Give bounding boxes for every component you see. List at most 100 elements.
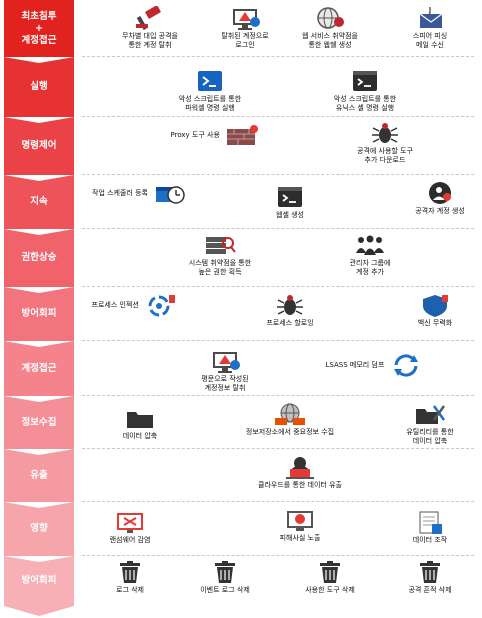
item-damage-exposure: 피해사실 노출 <box>240 508 360 543</box>
phase-chevron <box>4 117 74 175</box>
document-edit-icon <box>412 510 448 534</box>
item-admin-group: 관리자 그룹에 계정 추가 <box>310 233 430 276</box>
stage-row: 권한상승 시스템 취약점을 통한 높은 권한 획득 관리자 그룹에 계정 추가 <box>0 229 482 287</box>
item-label: 공격에 사용할 도구 추가 다운로드 <box>357 147 413 164</box>
item-label: 프로세스 인젝션 <box>91 300 139 309</box>
trash-icon <box>112 560 148 584</box>
phase-label: 최초침투 + 계정접근 <box>21 10 57 46</box>
hacker-laptop-icon <box>282 455 318 479</box>
item-process-hollowing: 프로세스 할로잉 <box>230 293 350 328</box>
item-cloud-exfil: 클라우드를 통한 데이터 유출 <box>240 455 360 490</box>
stage-row: 최초침투 + 계정접근 무차별 대입 공격을 통한 계정 탈취 탈취된 계정으로 로… <box>0 0 482 57</box>
phase-label-block: 최초침투 + 계정접근 <box>4 0 74 57</box>
item-tool-delete: 사용한 도구 삭제 <box>270 560 390 595</box>
trash-icon <box>412 560 448 584</box>
row-divider <box>82 501 474 502</box>
monitor-alert-icon <box>207 349 243 373</box>
item-data-compress: 데이터 압축 <box>80 406 200 441</box>
phase-chevron <box>4 502 74 556</box>
item-label: 평문으로 작성된 계정정보 탈취 <box>201 375 249 392</box>
shield-alert-icon <box>417 293 453 317</box>
item-label: 악성 스크립트를 통한 유닉스 셸 명령 실행 <box>333 95 397 112</box>
item-repo-collect: 정보저장소에서 중요정보 수집 <box>230 402 350 437</box>
item-label: 공격 흔적 삭제 <box>408 586 452 594</box>
server-search-icon <box>202 233 238 257</box>
refresh-icon <box>388 353 424 377</box>
phase-label: 실행 <box>30 81 48 92</box>
item-tool-download: 공격에 사용할 도구 추가 다운로드 <box>325 121 445 164</box>
item-stolen-login: 탈취된 계정으로 로그인 <box>185 6 305 49</box>
firewall-icon <box>224 123 260 147</box>
monitor-alert-icon <box>227 6 263 30</box>
item-webshell-create: 웹셸 생성 <box>230 185 350 220</box>
phase-label: 명령제어 <box>21 140 57 151</box>
item-proxy-tool: Proxy 도구 사용 <box>171 123 260 147</box>
row-divider <box>82 395 474 396</box>
item-label: 관리자 그룹에 계정 추가 <box>349 259 391 276</box>
phase-label: 방어회피 <box>21 308 57 319</box>
phase-label: 지속 <box>30 196 48 207</box>
stage-row: 방어회피 로그 삭제 이벤트 로그 삭제 사용한 도구 삭제 공격 흔적 삭제 <box>0 556 482 606</box>
item-event-log-delete: 이벤트 로그 삭제 <box>165 560 285 595</box>
bug-icon <box>367 121 403 145</box>
row-divider <box>82 286 474 287</box>
terminal-icon <box>347 69 383 93</box>
item-label: 프로세스 할로잉 <box>266 319 314 327</box>
phase-chevron <box>4 341 74 396</box>
item-brute-force: 무차별 대입 공격을 통한 계정 탈취 <box>90 6 210 49</box>
item-task-scheduler: 작업 스케줄러 등록 <box>92 181 188 205</box>
phase-label: 영향 <box>30 523 48 534</box>
phase-label: 방어회피 <box>21 575 57 586</box>
item-label: 탈취된 계정으로 로그인 <box>221 32 269 49</box>
item-utility-compress: 유틸리티를 통한 데이터 압축 <box>370 402 482 445</box>
phase-label-block: 영향 <box>4 502 74 556</box>
item-label: 데이터 압축 <box>122 432 158 440</box>
phase-chevron <box>4 556 74 606</box>
phase-label-block: 정보수집 <box>4 396 74 449</box>
phase-label: 정보수집 <box>21 416 57 428</box>
item-label: 데이터 조작 <box>412 536 448 544</box>
phase-label-block: 유출 <box>4 449 74 502</box>
hacker-monitor-icon <box>282 508 318 532</box>
item-log-delete: 로그 삭제 <box>70 560 190 595</box>
phase-label-block: 방어회피 <box>4 556 74 606</box>
phase-label-block: 계정접근 <box>4 341 74 396</box>
bug-icon <box>272 293 308 317</box>
item-spear-phishing: 스피어 피싱 메일 수신 <box>370 6 482 49</box>
item-label: 웹 서비스 취약점을 통한 웹쉘 생성 <box>302 32 358 49</box>
phase-chevron <box>4 287 74 341</box>
globe-network-icon <box>272 402 308 426</box>
row-divider <box>82 555 474 556</box>
item-ransomware: 랜섬웨어 감염 <box>70 510 190 545</box>
stage-row: 계정접근 평문으로 작성된 계정정보 탈취 LSASS 메모리 덤프 <box>0 341 482 396</box>
item-trace-delete: 공격 흔적 삭제 <box>370 560 482 595</box>
item-attacker-account: 공격자 계정 생성 <box>380 181 482 216</box>
item-label: 공격자 계정 생성 <box>415 207 465 215</box>
stage-row: 유출 클라우드를 통한 데이터 유출 <box>0 449 482 502</box>
item-label: 랜섬웨어 감염 <box>109 536 151 544</box>
phase-chevron <box>4 175 74 229</box>
item-label: Proxy 도구 사용 <box>170 130 220 139</box>
item-unix-shell: 악성 스크립트를 통한 유닉스 셸 명령 실행 <box>305 69 425 112</box>
terminal-icon <box>272 185 308 209</box>
item-label: 웹셸 생성 <box>276 211 304 219</box>
item-powershell: 악성 스크립트를 통한 파워셸 명령 실행 <box>150 69 270 112</box>
phase-label-block: 지속 <box>4 175 74 229</box>
phase-label: 계정접근 <box>21 362 57 374</box>
row-divider <box>82 448 474 449</box>
gavel-icon <box>132 6 168 30</box>
row-divider <box>82 228 474 229</box>
item-label: 작업 스케줄러 등록 <box>92 188 148 197</box>
globe-bug-icon <box>312 6 348 30</box>
item-plaintext-creds: 평문으로 작성된 계정정보 탈취 <box>165 349 285 392</box>
stage-row: 실행 악성 스크립트를 통한 파워셸 명령 실행 악성 스크립트를 통한 유닉스 셸… <box>0 57 482 117</box>
phase-chevron <box>4 57 74 117</box>
item-label: 피해사실 노출 <box>279 534 321 542</box>
phase-chevron <box>4 0 74 57</box>
phishing-mail-icon <box>412 6 448 30</box>
folder-icon <box>122 406 158 430</box>
item-label: 유틸리티를 통한 데이터 압축 <box>406 428 454 445</box>
